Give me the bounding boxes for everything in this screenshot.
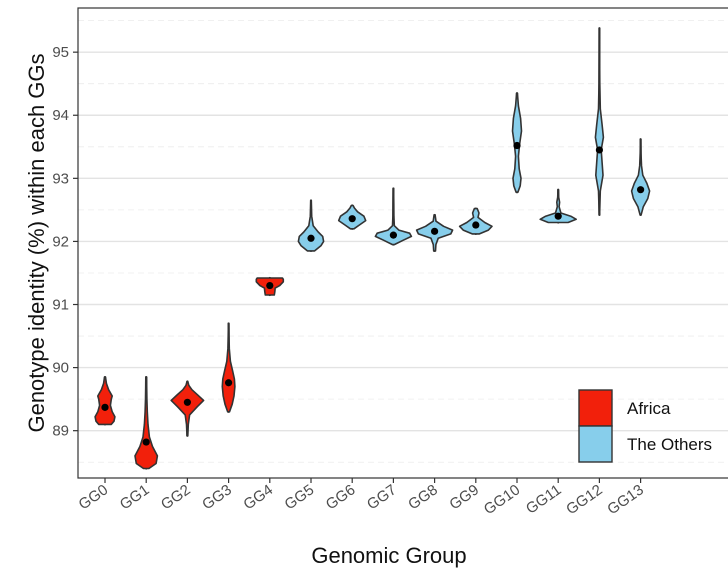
x-tick-label-gg3: GG3 <box>199 481 235 513</box>
x-tick-label-gg11: GG11 <box>523 481 565 517</box>
mean-point <box>389 231 397 239</box>
violin-gg4 <box>255 276 285 297</box>
x-tick-label-gg0: GG0 <box>76 481 112 513</box>
y-tick-label: 90 <box>52 360 69 377</box>
violin-body <box>374 187 413 246</box>
violin-gg3 <box>221 322 236 413</box>
violin-gg0 <box>94 375 116 426</box>
mean-point <box>637 186 645 194</box>
x-tick-label-gg2: GG2 <box>158 481 194 513</box>
legend-label: The Others <box>627 435 712 454</box>
mean-point <box>348 215 356 223</box>
gridlines <box>78 20 728 463</box>
violin-gg5 <box>297 199 325 252</box>
violin-gg8 <box>415 213 454 252</box>
violin-gg11 <box>539 188 577 224</box>
x-axis-title: Genomic Group <box>311 543 466 568</box>
y-tick-label: 95 <box>52 44 69 61</box>
violin-body <box>297 199 325 252</box>
mean-point <box>225 379 233 387</box>
violin-body <box>134 376 159 470</box>
x-tick-label-gg6: GG6 <box>323 481 359 513</box>
y-tick-label: 91 <box>52 297 69 314</box>
y-axis-title: Genotype identity (%) within each GGs <box>24 53 49 432</box>
y-tick-label: 94 <box>52 107 69 124</box>
mean-point <box>101 403 109 411</box>
legend-key-the-others <box>578 425 613 463</box>
violin-gg2 <box>170 380 205 437</box>
x-tick-label-gg12: GG12 <box>563 481 606 518</box>
violin-gg10 <box>511 92 523 194</box>
x-tick-label-gg5: GG5 <box>282 481 318 513</box>
plot-panel-border <box>77 7 728 479</box>
x-tick-label-gg4: GG4 <box>240 481 276 513</box>
mean-point <box>472 221 480 229</box>
y-tick-label: 93 <box>52 170 69 187</box>
mean-point <box>431 227 439 235</box>
violin-gg6 <box>337 204 367 230</box>
violin-gg7 <box>374 187 413 246</box>
mean-point <box>183 398 191 406</box>
violins <box>94 27 651 470</box>
violin-gg13 <box>630 138 651 217</box>
x-tick-label-gg10: GG10 <box>481 481 524 518</box>
mean-point <box>513 141 521 150</box>
mean-point <box>266 281 274 290</box>
x-tick-label-gg13: GG13 <box>604 481 647 518</box>
violin-body <box>539 188 577 224</box>
x-tick-label-gg7: GG7 <box>364 481 400 513</box>
violin-body <box>170 380 205 437</box>
x-tick-label-gg9: GG9 <box>446 481 482 513</box>
x-tick-label-gg1: GG1 <box>117 481 153 513</box>
violin-gg9 <box>458 207 493 235</box>
violin-body <box>221 322 236 413</box>
violin-body <box>594 27 605 216</box>
mean-point <box>142 438 150 446</box>
y-axis: 89 90 91 92 93 94 95 <box>52 44 78 440</box>
legend-label: Africa <box>627 399 671 418</box>
legend: Africa The Others <box>578 389 712 463</box>
violin-gg12 <box>594 27 605 217</box>
violin-body <box>94 376 116 426</box>
mean-point <box>554 212 562 220</box>
violin-body <box>458 207 493 235</box>
violin-body <box>630 138 651 216</box>
violin-gg1 <box>134 375 159 470</box>
mean-point <box>307 234 315 242</box>
legend-key-africa <box>578 389 613 427</box>
x-tick-label-gg8: GG8 <box>405 481 441 513</box>
mean-point <box>595 146 604 154</box>
y-tick-label: 92 <box>52 233 69 250</box>
y-tick-label: 89 <box>52 423 69 440</box>
